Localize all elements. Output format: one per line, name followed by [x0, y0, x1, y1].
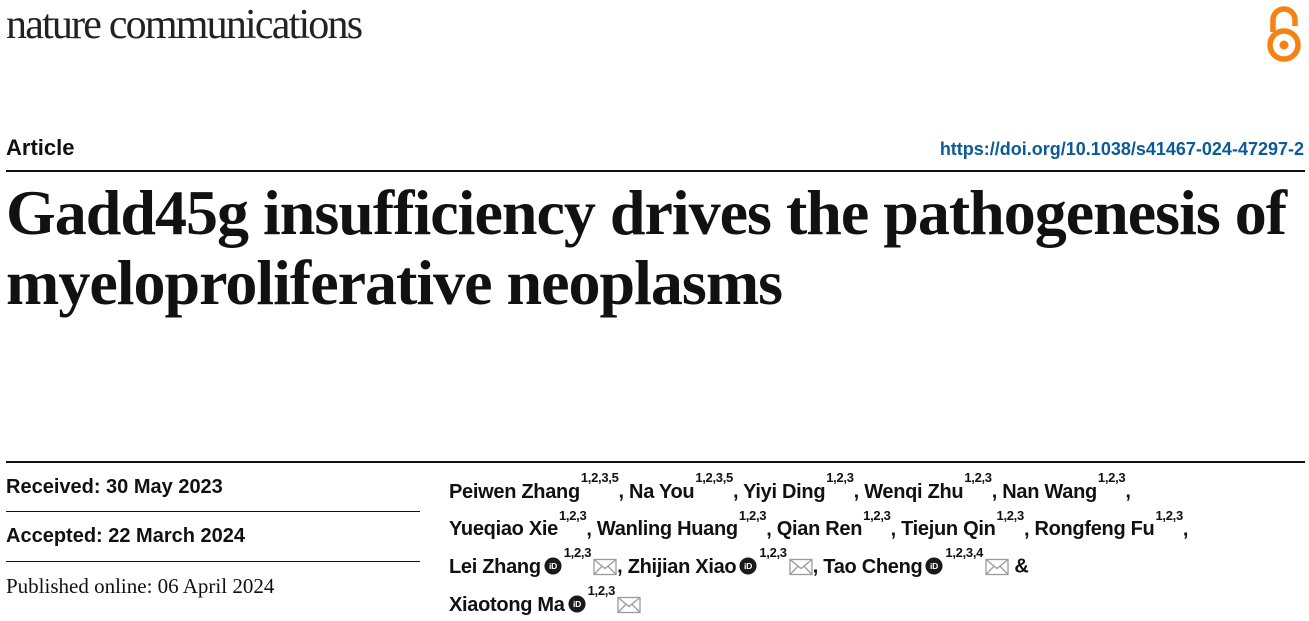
- orcid-icon[interactable]: iD: [925, 557, 943, 575]
- author[interactable]: Na You1,2,3,5: [629, 470, 733, 503]
- journal-name: nature communications: [6, 2, 363, 48]
- orcid-icon[interactable]: iD: [739, 557, 757, 575]
- author-separator: ,: [812, 555, 824, 578]
- meta-divider: [6, 561, 420, 562]
- affiliation-marks: 1,2,3: [996, 507, 1025, 523]
- author-separator: ,: [618, 480, 630, 503]
- author[interactable]: Wenqi Zhu1,2,3: [864, 470, 992, 503]
- author-separator: ,: [732, 480, 744, 503]
- author-list: Peiwen Zhang1,2,3,5, Na You1,2,3,5, Yiyi…: [449, 470, 1309, 621]
- meta-divider: [6, 511, 420, 512]
- author-separator: ,: [991, 480, 1003, 503]
- author-name: Wenqi Zhu: [864, 480, 964, 503]
- svg-text:iD: iD: [930, 561, 938, 571]
- author-name: Nan Wang: [1002, 480, 1097, 503]
- affiliation-marks: 1,2,3: [563, 545, 592, 561]
- author[interactable]: Tao Cheng iD 1,2,3,4: [823, 545, 1009, 578]
- affiliation-marks: 1,2,3,4: [945, 545, 984, 561]
- author[interactable]: Yueqiao Xie1,2,3: [449, 508, 587, 541]
- affiliation-marks: 1,2,3: [558, 507, 587, 523]
- affiliation-marks: 1,2,3: [1155, 507, 1183, 523]
- published-date: Published online: 06 April 2024: [6, 574, 275, 598]
- author[interactable]: Lei Zhang iD 1,2,3: [449, 545, 617, 578]
- author-name: Lei Zhang: [449, 555, 541, 578]
- email-icon[interactable]: [985, 558, 1009, 576]
- affiliation-marks: 1,2,3: [964, 470, 992, 485]
- author-name: Tao Cheng: [823, 555, 923, 578]
- author-name: Zhijian Xiao: [627, 555, 737, 578]
- section-rule: [6, 461, 1305, 463]
- author-separator: ,: [890, 518, 902, 541]
- author[interactable]: Wanling Huang1,2,3: [596, 508, 767, 541]
- author-name: Rongfeng Fu: [1034, 518, 1155, 541]
- received-date: Received: 30 May 2023: [6, 476, 223, 498]
- affiliation-marks: 1,2,3: [826, 470, 854, 485]
- author-separator: ,: [586, 518, 597, 541]
- orcid-icon[interactable]: iD: [544, 557, 562, 575]
- affiliation-marks: 1,2,3: [738, 507, 767, 523]
- affiliation-marks: 1,2,3: [1097, 470, 1126, 485]
- author-separator: ,: [766, 518, 777, 541]
- affiliation-marks: 1,2,3,5: [580, 470, 619, 485]
- article-type: Article: [6, 135, 75, 160]
- author-name: Na You: [629, 480, 695, 503]
- doi-link[interactable]: https://doi.org/10.1038/s41467-024-47297…: [939, 139, 1304, 159]
- orcid-icon[interactable]: iD: [568, 595, 586, 613]
- author[interactable]: Nan Wang1,2,3: [1002, 470, 1125, 503]
- affiliation-marks: 1,2,3,5: [695, 470, 733, 485]
- author-separator: ,: [1125, 480, 1131, 503]
- author-name: Yueqiao Xie: [449, 518, 558, 541]
- affiliation-marks: 1,2,3: [587, 582, 616, 598]
- author[interactable]: Rongfeng Fu1,2,3: [1034, 508, 1183, 541]
- article-title: Gadd45g insufficiency drives the pathoge…: [6, 177, 1287, 318]
- svg-text:iD: iD: [573, 599, 581, 609]
- affiliation-marks: 1,2,3: [863, 507, 891, 523]
- author-separator: ,: [1023, 518, 1035, 541]
- author[interactable]: Qian Ren1,2,3: [776, 508, 891, 541]
- open-access-icon: [1267, 6, 1301, 62]
- author-separator: &: [1009, 555, 1029, 578]
- title-rule: [6, 170, 1305, 172]
- accepted-date: Accepted: 22 March 2024: [6, 525, 246, 547]
- author-name: Tiejun Qin: [901, 518, 996, 541]
- email-icon[interactable]: [789, 558, 813, 576]
- author[interactable]: Tiejun Qin1,2,3: [901, 508, 1024, 541]
- author[interactable]: Yiyi Ding1,2,3: [743, 470, 854, 503]
- author-name: Wanling Huang: [596, 518, 738, 541]
- author-separator: ,: [853, 480, 865, 503]
- author-name: Yiyi Ding: [743, 480, 826, 503]
- email-icon[interactable]: [593, 558, 617, 576]
- svg-text:iD: iD: [744, 561, 752, 571]
- svg-text:iD: iD: [549, 561, 557, 571]
- author-separator: ,: [617, 555, 628, 578]
- affiliation-marks: 1,2,3: [759, 545, 787, 561]
- author[interactable]: Zhijian Xiao iD 1,2,3: [627, 545, 813, 578]
- author-name: Peiwen Zhang: [449, 480, 580, 503]
- author[interactable]: Peiwen Zhang1,2,3,5: [449, 470, 619, 503]
- author-name: Qian Ren: [776, 518, 863, 541]
- author-separator: ,: [1182, 518, 1189, 541]
